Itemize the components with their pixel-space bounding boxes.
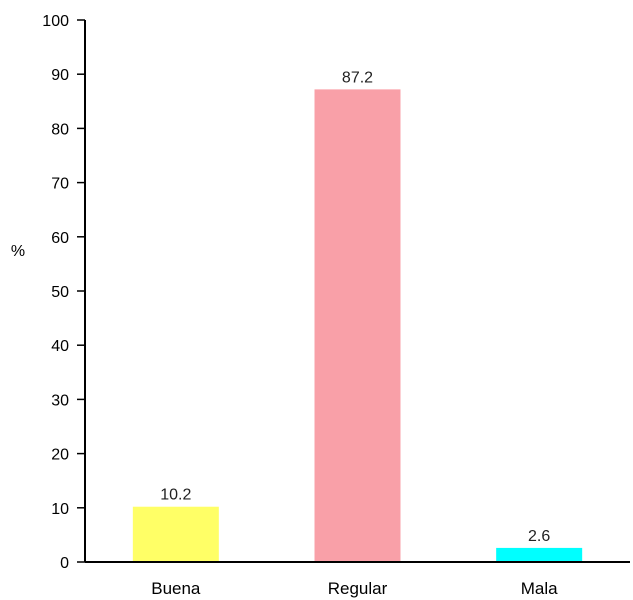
y-tick-label: 50	[51, 284, 69, 301]
data-label-regular: 87.2	[342, 69, 373, 86]
data-label-buena: 10.2	[160, 487, 191, 504]
y-tick-label: 0	[60, 555, 69, 572]
y-tick-label: 40	[51, 338, 69, 355]
y-tick-label: 70	[51, 176, 69, 193]
y-tick-label: 30	[51, 392, 69, 409]
data-label-mala: 2.6	[528, 528, 550, 545]
y-axis-ticks: 0 10 20 30 40 50 60 70 80 90 100	[42, 13, 85, 572]
data-labels: 10.2 87.2 2.6	[160, 69, 550, 545]
x-axis-category-labels: Buena Regular Mala	[151, 579, 558, 598]
y-axis-title: %	[11, 243, 25, 260]
y-tick-label: 100	[42, 13, 69, 30]
y-tick-label: 20	[51, 447, 69, 464]
x-category-label-mala: Mala	[521, 579, 558, 598]
y-tick-label: 60	[51, 230, 69, 247]
x-category-label-buena: Buena	[151, 579, 201, 598]
x-category-label-regular: Regular	[328, 579, 388, 598]
bars	[132, 89, 583, 562]
bar-mala	[496, 547, 583, 562]
y-tick-label: 90	[51, 67, 69, 84]
bar-buena	[132, 506, 219, 562]
y-tick-label: 80	[51, 121, 69, 138]
bar-regular	[314, 89, 401, 562]
y-tick-label: 10	[51, 501, 69, 518]
